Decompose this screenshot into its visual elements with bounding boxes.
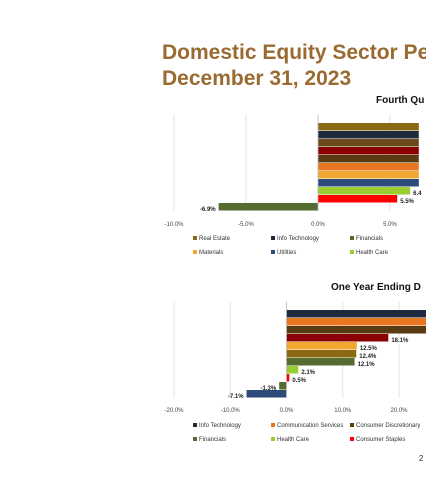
bar xyxy=(318,195,398,203)
data-label: 0.5% xyxy=(292,378,306,384)
legend-swatch xyxy=(350,437,354,441)
x-tick-label: -20.0% xyxy=(164,408,184,414)
bar xyxy=(286,358,355,366)
page-number: 2 xyxy=(419,454,424,463)
data-label: -7.1% xyxy=(228,394,244,400)
chart-title: Fourth Qu xyxy=(376,95,424,106)
x-tick-label: 0.0% xyxy=(280,408,294,414)
legend-swatch xyxy=(271,250,275,254)
bar xyxy=(318,155,419,163)
bar xyxy=(286,334,389,342)
x-tick-label: 0.0% xyxy=(311,222,325,228)
data-label: 12.1% xyxy=(358,362,376,368)
legend-label: Materials xyxy=(199,250,223,256)
legend-swatch xyxy=(271,236,275,240)
legend-swatch xyxy=(350,423,354,427)
legend-swatch xyxy=(271,423,275,427)
bar xyxy=(286,350,357,358)
bar xyxy=(286,374,290,382)
legend-label: Consumer Discretionary xyxy=(356,423,420,429)
legend-swatch xyxy=(271,437,275,441)
legend-swatch xyxy=(193,423,197,427)
bar xyxy=(218,203,318,211)
bar xyxy=(318,171,419,179)
bar xyxy=(286,366,299,374)
slide-title-line2: December 31, 2023 xyxy=(162,67,352,90)
legend-swatch xyxy=(193,250,197,254)
legend-label: Health Care xyxy=(356,250,389,256)
bar xyxy=(318,139,419,147)
x-tick-label: -10.0% xyxy=(164,222,184,228)
x-tick-label: 10.0% xyxy=(334,408,352,414)
bar xyxy=(286,310,426,318)
bar xyxy=(286,318,426,326)
bar xyxy=(318,123,419,131)
legend-swatch xyxy=(193,437,197,441)
legend-label: Consumer Staples xyxy=(356,437,405,443)
bar xyxy=(246,390,287,398)
data-label: 12.4% xyxy=(359,354,377,360)
legend-label: Info Technology xyxy=(199,423,241,429)
slide-title-line1: Domestic Equity Sector Pe xyxy=(162,41,426,64)
bar xyxy=(318,163,419,171)
legend-swatch xyxy=(350,236,354,240)
x-tick-label: 5.0% xyxy=(383,222,397,228)
data-label: -1.3% xyxy=(261,386,277,392)
data-label: 2.1% xyxy=(301,370,315,376)
bar xyxy=(318,147,419,155)
legend-label: Health Care xyxy=(277,437,310,443)
data-label: 5.5% xyxy=(400,199,414,205)
bar xyxy=(318,179,419,187)
bar xyxy=(279,382,287,390)
x-tick-label: -10.0% xyxy=(221,408,241,414)
bar xyxy=(318,131,419,139)
legend-label: Utilities xyxy=(277,250,296,256)
bar xyxy=(318,187,411,195)
chart-title: One Year Ending D xyxy=(331,282,421,293)
data-label: 18.1% xyxy=(391,338,409,344)
data-label: -6.9% xyxy=(200,207,216,213)
legend-label: Real Estate xyxy=(199,236,231,242)
legend-label: Financials xyxy=(199,437,226,443)
x-tick-label: -5.0% xyxy=(238,222,254,228)
legend-swatch xyxy=(193,236,197,240)
data-label: 12.5% xyxy=(360,346,378,352)
legend-label: Communication Services xyxy=(277,423,343,429)
x-tick-label: 20.0% xyxy=(390,408,408,414)
legend-swatch xyxy=(350,250,354,254)
bar xyxy=(286,326,426,334)
legend-label: Financials xyxy=(356,236,383,242)
legend-label: Info Technology xyxy=(277,236,319,242)
bar xyxy=(286,342,357,350)
data-label: 6.4 xyxy=(413,191,422,197)
